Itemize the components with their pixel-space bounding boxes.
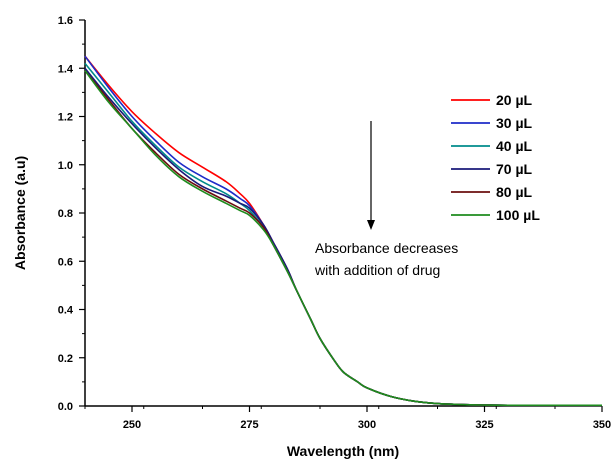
y-tick-label: 0.0 bbox=[58, 401, 73, 413]
series-line-5 bbox=[84, 70, 602, 407]
legend-label-0: 20 µL bbox=[496, 92, 533, 108]
y-axis-title: Absorbance (a.u) bbox=[12, 156, 28, 270]
y-tick-label: 1.2 bbox=[58, 112, 73, 124]
legend-label-3: 70 µL bbox=[496, 161, 533, 177]
y-tick-label: 0.8 bbox=[58, 208, 73, 220]
annotation-line-1: Absorbance decreases bbox=[315, 240, 458, 256]
legend: 20 µL 30 µL 40 µL 70 µL 80 µL 100 µL bbox=[451, 92, 540, 223]
annotation-arrow bbox=[367, 121, 375, 230]
legend-label-5: 100 µL bbox=[496, 207, 540, 223]
legend-label-2: 40 µL bbox=[496, 138, 533, 154]
series-line-1 bbox=[84, 55, 602, 407]
x-tick-label: 250 bbox=[123, 419, 141, 431]
x-axis-title: Wavelength (nm) bbox=[287, 443, 399, 459]
y-tick-label: 1.0 bbox=[58, 160, 73, 172]
series-line-0 bbox=[84, 55, 602, 407]
annotation-line-2: with addition of drug bbox=[314, 262, 440, 278]
y-tick-label: 0.4 bbox=[58, 305, 74, 317]
x-tick-label: 300 bbox=[358, 419, 376, 431]
y-tick-label: 0.2 bbox=[58, 353, 73, 365]
x-tick-label: 275 bbox=[240, 419, 258, 431]
arrow-head bbox=[367, 220, 375, 230]
series-lines bbox=[84, 55, 602, 407]
y-tick-label: 0.6 bbox=[58, 256, 73, 268]
tick-labels: 250 275 300 325 350 0.0 0.2 0.4 0.6 0.8 1.0 1.2 1.4 1… bbox=[58, 15, 611, 431]
legend-label-4: 80 µL bbox=[496, 184, 533, 200]
y-tick-label: 1.6 bbox=[58, 15, 73, 27]
x-tick-label: 325 bbox=[475, 419, 493, 431]
legend-label-1: 30 µL bbox=[496, 115, 533, 131]
ticks bbox=[79, 19, 603, 412]
x-tick-label: 350 bbox=[593, 419, 611, 431]
y-tick-label: 1.4 bbox=[58, 63, 74, 75]
